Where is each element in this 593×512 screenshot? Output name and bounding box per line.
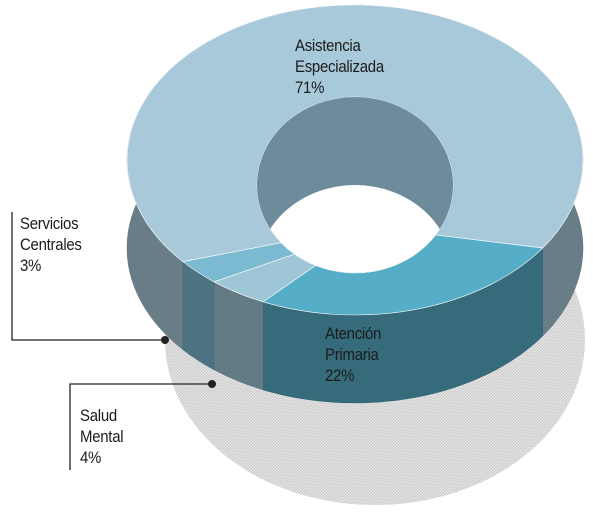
- value-label: 22%: [325, 366, 355, 385]
- slice-label: Salud Mental 4%: [80, 405, 133, 468]
- leader-line: [11, 212, 165, 341]
- hole: [257, 97, 453, 273]
- category-label: Asistencia Especializada: [295, 36, 384, 76]
- value-label: 71%: [295, 78, 325, 97]
- slice-label: Servicios Centrales 3%: [20, 213, 104, 276]
- leader-dot: [161, 336, 169, 344]
- slice-label: Asistencia Especializada 71%: [295, 35, 427, 98]
- slice-tops: [126, 4, 584, 316]
- category-label: Atención Primaria: [325, 324, 382, 364]
- slice-label: Atención Primaria 22%: [325, 323, 404, 386]
- leader-line: [69, 383, 212, 470]
- category-label: Servicios Centrales: [20, 214, 82, 254]
- hole-opening: [257, 185, 453, 273]
- value-label: 3%: [20, 256, 42, 275]
- category-label: Salud Mental: [80, 406, 124, 446]
- value-label: 4%: [80, 448, 102, 467]
- leader-dot: [208, 380, 216, 388]
